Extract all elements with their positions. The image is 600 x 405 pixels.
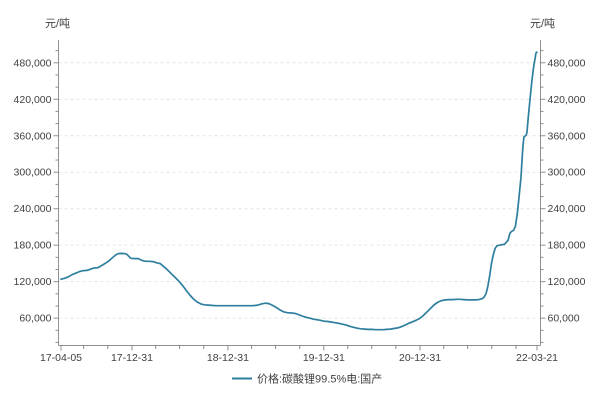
y-axis-label-right: 360,000 bbox=[548, 130, 586, 142]
y-axis-label-right: 60,000 bbox=[548, 313, 580, 325]
series-layer bbox=[60, 51, 538, 331]
x-axis-label: 19-12-31 bbox=[303, 352, 345, 364]
x-axis-label: 22-03-21 bbox=[516, 352, 558, 364]
y-axis-label-right: 300,000 bbox=[548, 167, 586, 179]
y-axis-label-left: 420,000 bbox=[14, 94, 52, 106]
y-axis-label-left: 480,000 bbox=[14, 57, 52, 69]
gridlines-layer bbox=[58, 62, 541, 319]
y-axis-label-right: 180,000 bbox=[548, 240, 586, 252]
y-axis-label-right: 240,000 bbox=[548, 203, 586, 215]
y-axis-label-left: 180,000 bbox=[14, 240, 52, 252]
y-axis-label-right: 420,000 bbox=[548, 94, 586, 106]
y-axis-label-left: 300,000 bbox=[14, 167, 52, 179]
x-axis-label: 17-12-31 bbox=[111, 352, 153, 364]
y-axis-label-left: 120,000 bbox=[14, 276, 52, 288]
y-axis-label-left: 60,000 bbox=[19, 313, 51, 325]
x-axis-label: 20-12-31 bbox=[399, 352, 441, 364]
y-axis-unit-right: 元/吨 bbox=[530, 17, 555, 30]
x-axis-label: 18-12-31 bbox=[207, 352, 249, 364]
y-axis-label-left: 240,000 bbox=[14, 203, 52, 215]
axis-labels-layer: 60,000 60,000 120,000 120,000 180,000 180,000… bbox=[14, 57, 586, 364]
legend-label: 价格:碳酸锂99.5%电:国产 bbox=[257, 372, 382, 386]
y-axis-label-right: 120,000 bbox=[548, 276, 586, 288]
price-line bbox=[60, 51, 538, 331]
y-axis-unit-left: 元/吨 bbox=[45, 17, 70, 30]
y-axis-label-left: 360,000 bbox=[14, 130, 52, 142]
y-axis-label-right: 480,000 bbox=[548, 57, 586, 69]
legend: 价格:碳酸锂99.5%电:国产 bbox=[232, 372, 382, 386]
axes-layer bbox=[53, 40, 546, 351]
x-axis-label: 17-04-05 bbox=[40, 352, 82, 364]
